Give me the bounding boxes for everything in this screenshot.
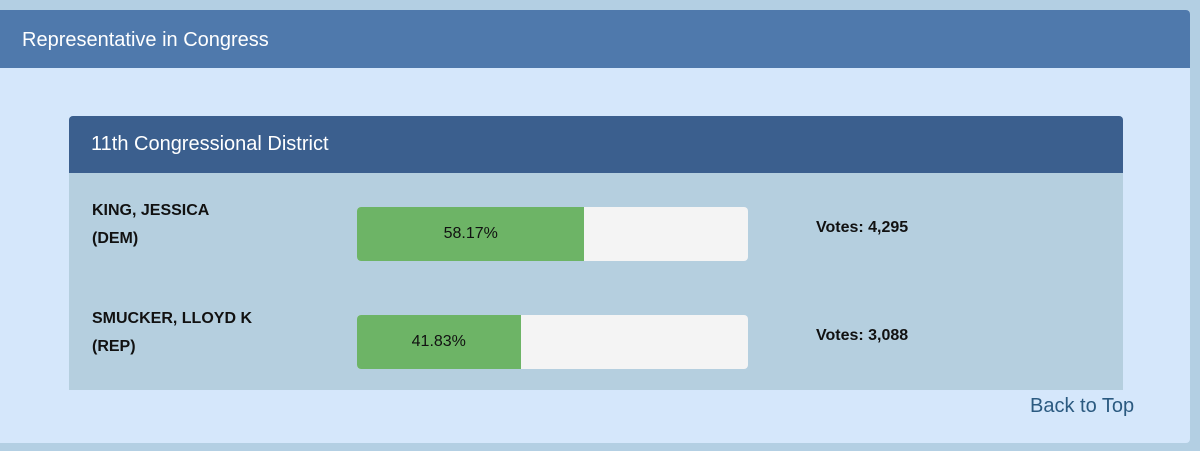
candidate-party: (DEM) [92,230,139,247]
percent-label: 58.17% [443,225,498,242]
progress-bar [357,315,521,369]
section-header: Representative in Congress [0,10,1190,68]
section-panel: Representative in Congress 11th Congress… [0,10,1190,443]
vote-count: Votes: 4,295 [816,219,909,236]
vote-count: Votes: 3,088 [816,327,909,344]
contest-header: 11th Congressional District [69,116,1123,173]
back-to-top-link[interactable]: Back to Top [1030,395,1135,417]
progress-track: 58.17% [357,207,748,261]
candidate-name: SMUCKER, LLOYD K [92,310,252,327]
contest-title: 11th Congressional District [91,133,329,155]
contest-panel: 11th Congressional District KING, JESSIC… [69,116,1123,390]
candidate-name: KING, JESSICA [92,202,210,219]
section-title: Representative in Congress [22,29,269,51]
progress-bar [357,207,585,261]
percent-label: 41.83% [411,333,466,350]
progress-track: 41.83% [357,315,748,369]
candidate-party: (REP) [92,338,136,355]
